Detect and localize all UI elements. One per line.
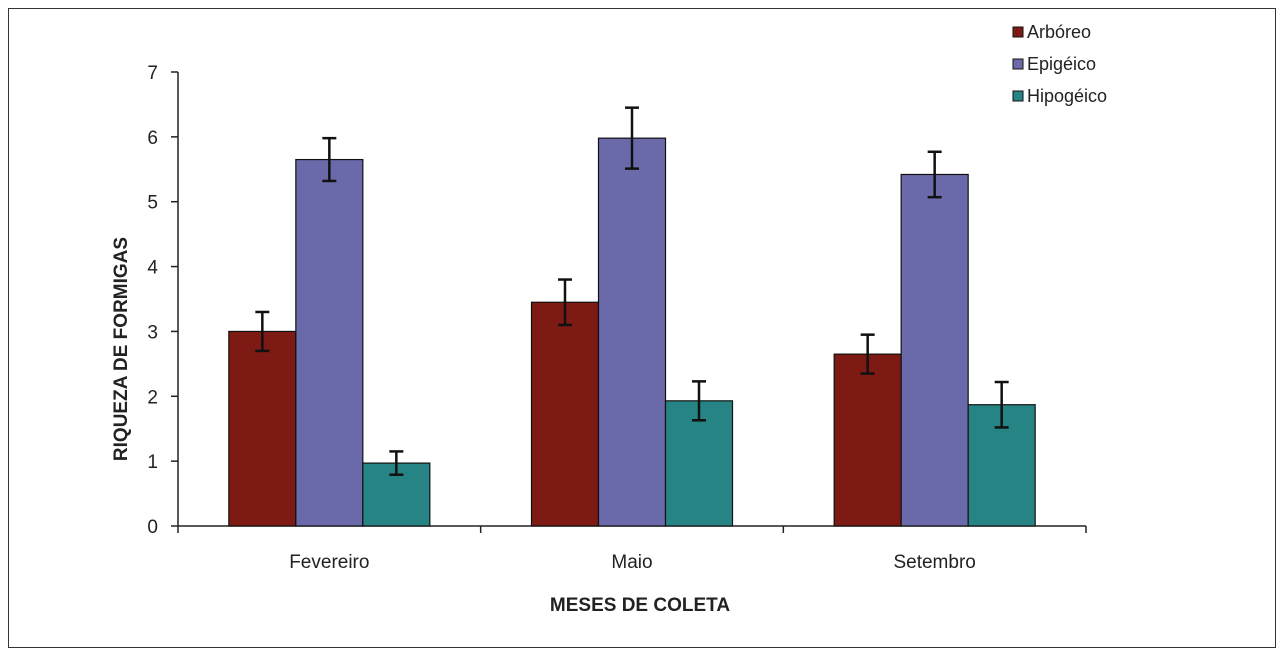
bar-chart: 0 1 2 3 4 5 6 7 Fevereiro Maio Setembro MESES DE C…	[111, 22, 1107, 616]
y-axis-title: RIQUEZA DE FORMIGAS	[111, 237, 132, 461]
x-tick-label: Maio	[611, 552, 652, 573]
legend-label: Arbóreo	[1027, 22, 1091, 42]
x-axis-title: MESES DE COLETA	[550, 595, 730, 616]
error-bar-arboreo-fevereiro	[255, 310, 270, 353]
y-tick-label: 0	[147, 517, 158, 538]
y-tick-label: 6	[147, 128, 158, 149]
legend-item-arboreo: Arbóreo	[1012, 22, 1091, 42]
bar-epigeico-setembro	[900, 173, 969, 527]
y-tick-label: 1	[147, 452, 158, 473]
error-bar-epigeico-setembro	[927, 150, 942, 199]
error-bar-epigeico-fevereiro	[322, 136, 337, 183]
error-bar-epigeico-maio	[625, 106, 639, 170]
x-tick-label: Fevereiro	[289, 552, 369, 573]
error-bar-arboreo-maio	[558, 278, 572, 327]
x-tick-label: Setembro	[893, 552, 975, 573]
legend-item-epigeico: Epigéico	[1012, 54, 1096, 74]
legend-item-hipogeico: Hipogéico	[1012, 86, 1107, 106]
legend-label: Epigéico	[1027, 54, 1096, 74]
tick-labels: 0 1 2 3 4 5 6 7 Fevereiro Maio Setembro	[147, 63, 975, 573]
legend-swatch	[1012, 26, 1024, 38]
bar-arboreo-setembro	[833, 353, 902, 527]
bar-epigeico-maio	[597, 137, 667, 527]
bars	[228, 137, 1036, 527]
error-bars	[255, 106, 1009, 477]
y-tick-label: 4	[147, 258, 158, 279]
legend: Arbóreo Epigéico Hipogéico	[1012, 22, 1107, 106]
bar-arboreo-maio	[530, 301, 600, 527]
error-bar-hipogeico-setembro	[994, 380, 1009, 429]
legend-swatch	[1012, 90, 1024, 102]
bar-arboreo-fevereiro	[228, 330, 297, 527]
bar-hipogeico-maio	[664, 400, 734, 527]
legend-swatch	[1012, 58, 1024, 70]
legend-label: Hipogéico	[1027, 86, 1107, 106]
y-tick-label: 5	[147, 193, 158, 214]
y-tick-label: 7	[147, 63, 158, 84]
y-tick-label: 3	[147, 322, 158, 343]
bar-epigeico-fevereiro	[295, 158, 364, 527]
error-bar-hipogeico-maio	[692, 380, 706, 422]
error-bar-hipogeico-fevereiro	[389, 450, 404, 477]
y-tick-label: 2	[147, 387, 158, 408]
error-bar-arboreo-setembro	[860, 333, 875, 375]
